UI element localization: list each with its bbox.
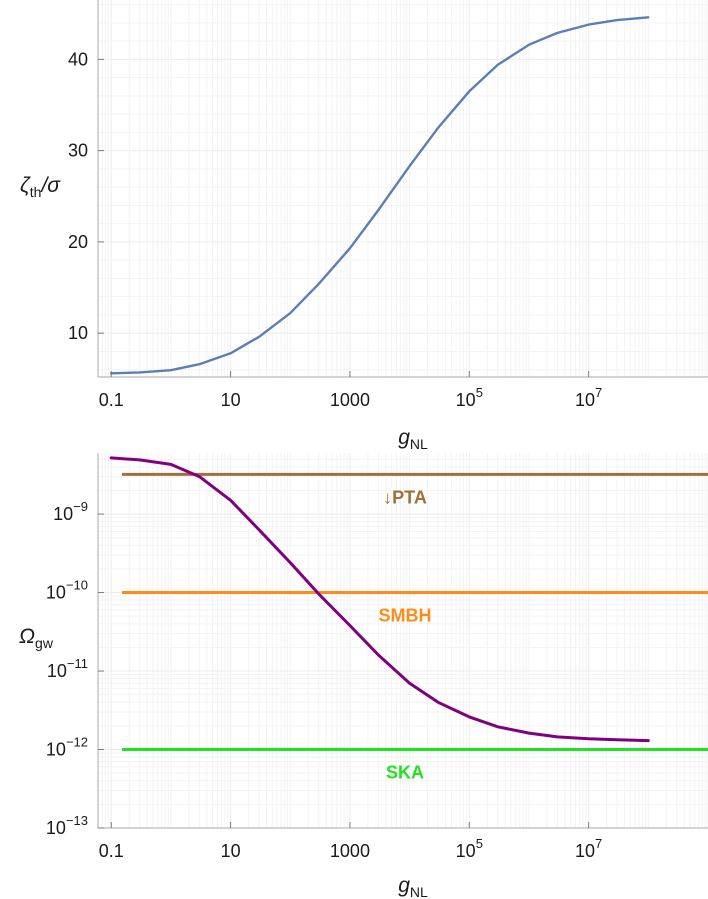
x-tick-label-0: 0.1 <box>99 390 124 410</box>
grid <box>97 0 708 377</box>
series-line-0 <box>110 16 650 375</box>
y-axis-label: Ωgw <box>19 625 54 651</box>
x-tick-label-1: 10 <box>221 841 241 861</box>
hline-label-1: SMBH <box>379 606 432 626</box>
y-tick-label-2: 10−11 <box>47 656 88 681</box>
y-tick-label-0: 10 <box>68 323 88 343</box>
y-tick-label-3: 10−10 <box>46 578 88 603</box>
y-tick-label-4: 10−9 <box>53 499 88 524</box>
hline-label-2: SKA <box>386 763 424 783</box>
x-tick-label-3: 105 <box>456 836 483 861</box>
x-axis-label: gNL <box>398 874 428 899</box>
x-tick-label-2: 1000 <box>330 390 370 410</box>
y-tick-label-3: 40 <box>68 49 88 69</box>
y-tick-label-0: 10−13 <box>46 813 88 838</box>
gw-spectrum-plot: ↓PTA SMBH SKA 0.1 10 1000 105 107 10−13 10−12 10−1… <box>19 453 708 899</box>
y-tick-label-2: 30 <box>68 141 88 161</box>
threshold-plot: 0.1 10 1000 105 107 10 20 30 40 gNL ζth/σ <box>20 0 708 452</box>
y-tick-label-1: 10−12 <box>46 735 88 760</box>
x-tick-label-2: 1000 <box>330 841 370 861</box>
y-tick-label-1: 20 <box>68 232 88 252</box>
x-tick-label-0: 0.1 <box>99 841 124 861</box>
x-axis-label: gNL <box>398 426 428 452</box>
y-axis-label: ζth/σ <box>20 174 61 200</box>
x-tick-label-4: 107 <box>575 385 602 410</box>
x-tick-label-4: 107 <box>575 836 602 861</box>
x-tick-label-1: 10 <box>221 390 241 410</box>
hline-label-0: ↓PTA <box>383 487 427 507</box>
x-tick-label-3: 105 <box>456 385 483 410</box>
series-line-0 <box>109 456 650 743</box>
